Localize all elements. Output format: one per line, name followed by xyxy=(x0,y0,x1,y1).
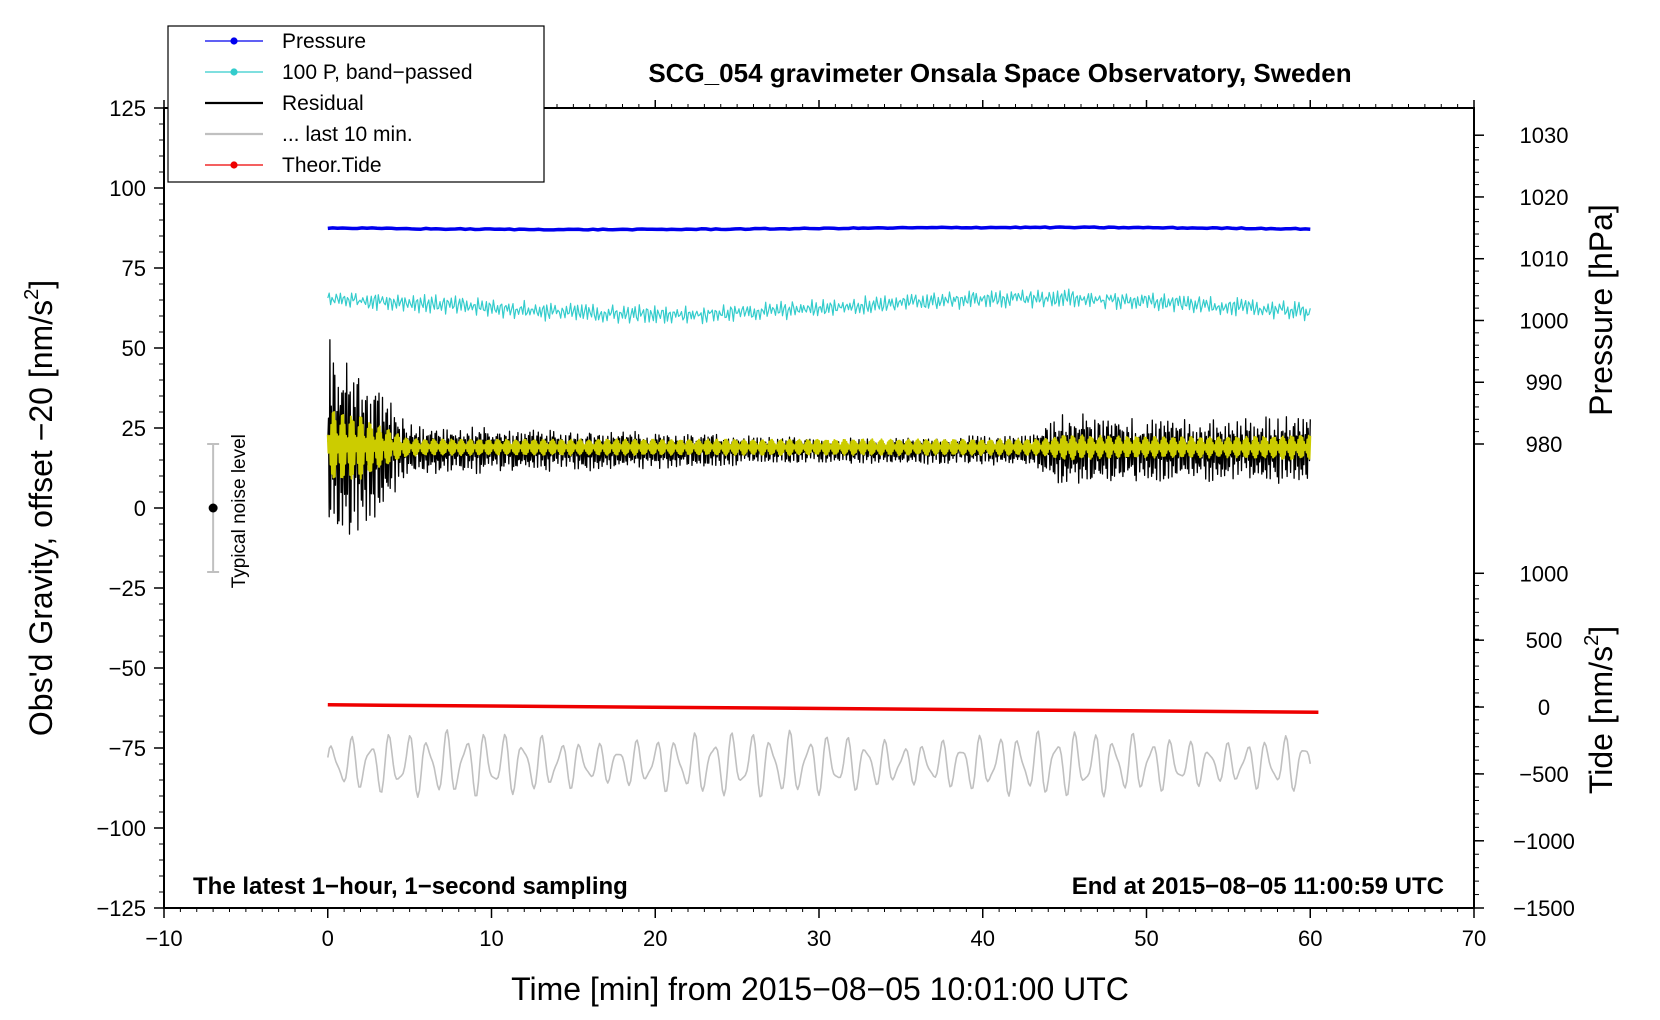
legend-label: Theor.Tide xyxy=(282,154,382,177)
y-tick-label: −125 xyxy=(96,896,146,921)
x-axis-title: Time [min] from 2015−08−05 10:01:00 UTC xyxy=(511,971,1129,1007)
legend-label: Residual xyxy=(282,92,364,115)
y-tick-label: 0 xyxy=(134,496,146,521)
pressure-line xyxy=(327,225,1311,232)
y-tick-label: 25 xyxy=(122,416,146,441)
y-tick-label: 125 xyxy=(109,96,146,121)
noise-level-label: Typical noise level xyxy=(229,434,250,588)
tide-tick-label: 1000 xyxy=(1520,561,1569,586)
legend-marker xyxy=(230,68,238,76)
y-tick-label: 100 xyxy=(109,176,146,201)
axis-ticks: −10 0 10 20 30 40 50 60 70−125−100−75−50−2502550… xyxy=(96,96,1574,951)
tide-tick-label: −1000 xyxy=(1513,829,1575,854)
x-tick-label: 60 xyxy=(1298,926,1322,951)
legend: Pressure 100 P, band−passed Residual ... la… xyxy=(167,25,545,183)
left-axis-title: Obs'd Gravity, offset −20 [nm/s2] xyxy=(21,280,59,736)
last-10-min-line xyxy=(327,729,1312,799)
tide-tick-label: 0 xyxy=(1538,695,1550,720)
legend-label: Pressure xyxy=(282,30,366,53)
x-tick-label: 50 xyxy=(1134,926,1158,951)
x-tick-label: 0 xyxy=(322,926,334,951)
pressure-axis-title: Pressure [hPa] xyxy=(1583,204,1619,416)
x-tick-label: −10 xyxy=(145,926,182,951)
legend-label: ... last 10 min. xyxy=(282,123,413,146)
x-tick-label: 70 xyxy=(1462,926,1486,951)
noise-center-dot xyxy=(208,503,218,513)
y-tick-label: −100 xyxy=(96,816,146,841)
filtered-residual-line xyxy=(326,411,1312,480)
left-axis-title-main: Obs'd Gravity, offset −20 [nm/s xyxy=(23,300,59,736)
tide-axis-title: Tide [nm/s2] xyxy=(1581,626,1619,794)
x-tick-label: 10 xyxy=(479,926,503,951)
end-time-note: End at 2015−08−05 11:00:59 UTC xyxy=(1072,873,1444,900)
pressure-tick-label: 980 xyxy=(1526,432,1563,457)
tide-axis-title-main: Tide [nm/s xyxy=(1583,646,1619,794)
legend-items: Pressure 100 P, band−passed Residual ... la… xyxy=(205,30,473,177)
pressure-tick-label: 1030 xyxy=(1520,123,1569,148)
pressure-tick-label: 1010 xyxy=(1520,247,1569,272)
left-axis-title-end: ] xyxy=(23,280,59,289)
tide-axis-title-end: ] xyxy=(1583,626,1619,635)
y-tick-label: 50 xyxy=(122,336,146,361)
sampling-note: The latest 1−hour, 1−second sampling xyxy=(193,873,628,900)
y-tick-label: −25 xyxy=(109,576,146,601)
tide-axis-title-sup: 2 xyxy=(1581,635,1603,646)
theoretical-tide-line xyxy=(327,703,1319,714)
y-tick-label: 75 xyxy=(122,256,146,281)
legend-marker xyxy=(230,161,238,169)
y-tick-label: −50 xyxy=(109,656,146,681)
pressure-tick-label: 990 xyxy=(1526,370,1563,395)
tide-tick-label: −500 xyxy=(1519,762,1569,787)
pressure-tick-label: 1020 xyxy=(1520,185,1569,210)
x-tick-label: 20 xyxy=(643,926,667,951)
legend-label: 100 P, band−passed xyxy=(282,61,473,84)
chart-title: SCG_054 gravimeter Onsala Space Observat… xyxy=(648,58,1351,88)
tide-tick-label: −1500 xyxy=(1513,896,1575,921)
x-tick-label: 30 xyxy=(807,926,831,951)
noise-level-indicator: Typical noise level xyxy=(207,434,250,588)
bandpassed-pressure-line xyxy=(327,288,1311,325)
series-layer xyxy=(326,225,1319,799)
legend-marker xyxy=(230,37,238,45)
y-tick-label: −75 xyxy=(109,736,146,761)
pressure-tick-label: 1000 xyxy=(1520,308,1569,333)
tide-tick-label: 500 xyxy=(1526,628,1563,653)
left-axis-title-sup: 2 xyxy=(21,289,43,300)
x-tick-label: 40 xyxy=(971,926,995,951)
